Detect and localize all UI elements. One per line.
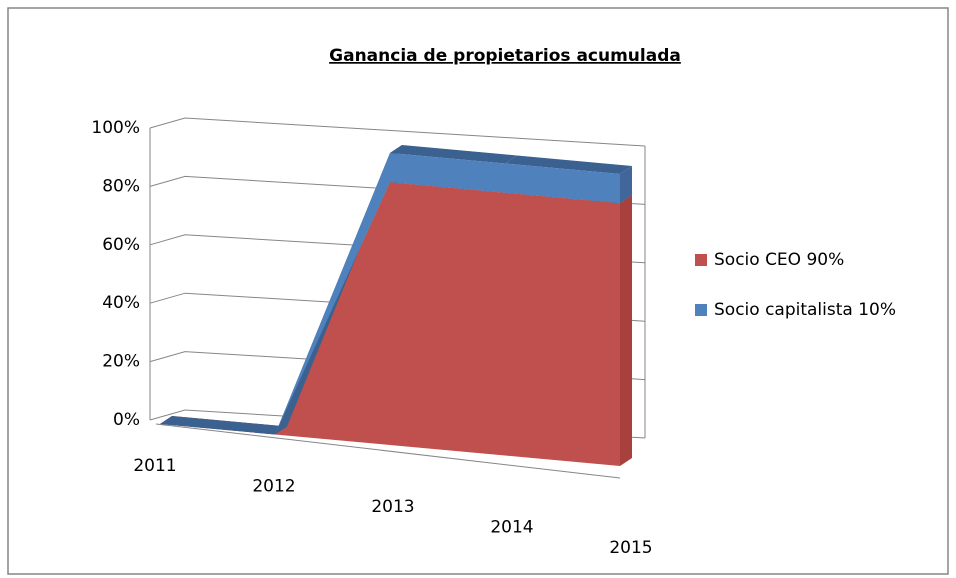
y-tick-label: 100%	[91, 118, 140, 138]
y-tick-label: 60%	[102, 235, 140, 255]
area-top-face	[505, 155, 632, 174]
legend-swatch	[695, 304, 707, 316]
x-tick-label: 2011	[133, 456, 176, 476]
x-tick-label: 2014	[490, 518, 533, 538]
grid-line	[149, 117, 646, 147]
chart-title: Ganancia de propietarios acumulada	[329, 46, 681, 66]
x-tick-label: 2013	[371, 497, 414, 517]
area-side-face	[620, 195, 632, 466]
area	[160, 182, 620, 466]
x-tick-label: 2015	[609, 538, 652, 558]
x-tick-label: 2012	[252, 477, 295, 497]
legend-swatch	[695, 254, 707, 266]
legend-label: Socio CEO 90%	[714, 250, 844, 270]
y-tick-label: 20%	[102, 352, 140, 372]
area-side-face	[620, 166, 632, 204]
y-tick-label: 80%	[102, 176, 140, 196]
legend-label: Socio capitalista 10%	[714, 300, 896, 320]
y-tick-label: 0%	[113, 410, 140, 430]
x-axis	[155, 423, 621, 479]
area	[160, 153, 620, 435]
y-tick-label: 40%	[102, 293, 140, 313]
area-top-face	[160, 416, 287, 435]
area-top-face	[390, 145, 517, 164]
